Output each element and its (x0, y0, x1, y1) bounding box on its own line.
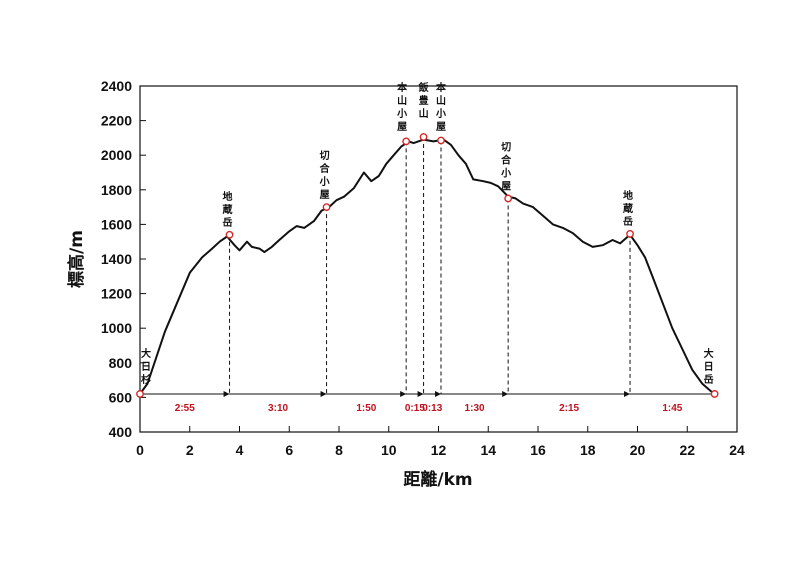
segment-arrowhead (502, 390, 509, 397)
waypoint-label: 地蔵岳 (623, 189, 633, 228)
plot-frame (139, 85, 738, 433)
y-tick-label: 1600 (101, 216, 132, 232)
x-tick-label: 10 (381, 442, 397, 458)
x-tick-label: 14 (480, 442, 496, 458)
x-tick-label: 8 (335, 442, 343, 458)
y-tick-label: 400 (109, 424, 133, 440)
x-tick-label: 12 (431, 442, 447, 458)
y-tick-label: 1000 (101, 320, 132, 336)
waypoint-marker (322, 203, 331, 212)
waypoint-label: 大日岳 (704, 347, 714, 386)
y-tick-label: 600 (109, 389, 133, 405)
y-tick-label: 2400 (101, 78, 132, 94)
waypoint-marker (402, 137, 411, 146)
waypoint-label: 本山小屋 (396, 81, 408, 133)
waypoint-label: 飯豊山 (418, 81, 429, 120)
ticks-layer: 4006008001000120014001600180020002200240… (101, 78, 745, 458)
y-tick-label: 1800 (101, 182, 132, 198)
waypoint-label: 大日杉 (141, 347, 151, 386)
y-tick-label: 2000 (101, 147, 132, 163)
guides-layer (229, 137, 631, 394)
segment-time-label: 1:50 (356, 403, 376, 414)
y-tick-label: 800 (109, 355, 133, 371)
series-layer (139, 138, 716, 395)
waypoint-marker (710, 390, 719, 398)
x-tick-label: 6 (285, 442, 293, 458)
segment-arrowhead (320, 390, 327, 397)
segment-time-label: 1:30 (465, 403, 485, 414)
points-layer (136, 133, 719, 398)
x-tick-label: 24 (729, 442, 745, 458)
segment-time-label: 3:10 (268, 403, 288, 414)
waypoint-marker (136, 390, 144, 398)
segment-time-label: 2:15 (559, 403, 579, 414)
waypoint-label: 地蔵岳 (223, 190, 233, 229)
x-tick-label: 2 (186, 442, 194, 458)
x-axis-label: 距離/km (403, 469, 472, 490)
y-axis-label: 標高/m (66, 230, 87, 288)
segment-arrowhead (400, 390, 407, 397)
waypoint-marker (504, 194, 513, 203)
y-tick-label: 1400 (101, 251, 132, 267)
x-tick-label: 0 (136, 442, 144, 458)
waypoint-label: 本山小屋 (435, 81, 447, 133)
x-tick-label: 4 (236, 442, 244, 458)
x-tick-label: 22 (679, 442, 695, 458)
segment-time-label: 0:13 (422, 403, 442, 414)
segments-layer: 2:55 3:10 1:50 0:150:13 1:30 2:15 1:45 (140, 390, 715, 414)
x-tick-label: 16 (530, 442, 546, 458)
waypoint-marker (225, 230, 234, 239)
elevation-line (139, 138, 716, 395)
segment-time-label: 0:15 (405, 403, 425, 414)
segment-time-label: 1:45 (662, 403, 682, 414)
y-tick-label: 2200 (101, 113, 132, 129)
x-tick-label: 20 (630, 442, 646, 458)
waypoint-label: 切合小屋 (500, 141, 512, 192)
segment-arrowhead (223, 390, 230, 397)
waypoint-label: 切合小屋 (319, 150, 331, 201)
segment-arrowhead (417, 390, 424, 397)
segment-time-label: 2:55 (175, 403, 195, 414)
y-tick-label: 1200 (101, 286, 132, 302)
segment-arrowhead (434, 390, 441, 397)
segment-arrowhead (624, 390, 631, 397)
waypoint-marker (419, 133, 428, 141)
x-tick-label: 18 (580, 442, 596, 458)
waypoint-marker (437, 136, 445, 145)
waypoint-marker (626, 230, 634, 238)
